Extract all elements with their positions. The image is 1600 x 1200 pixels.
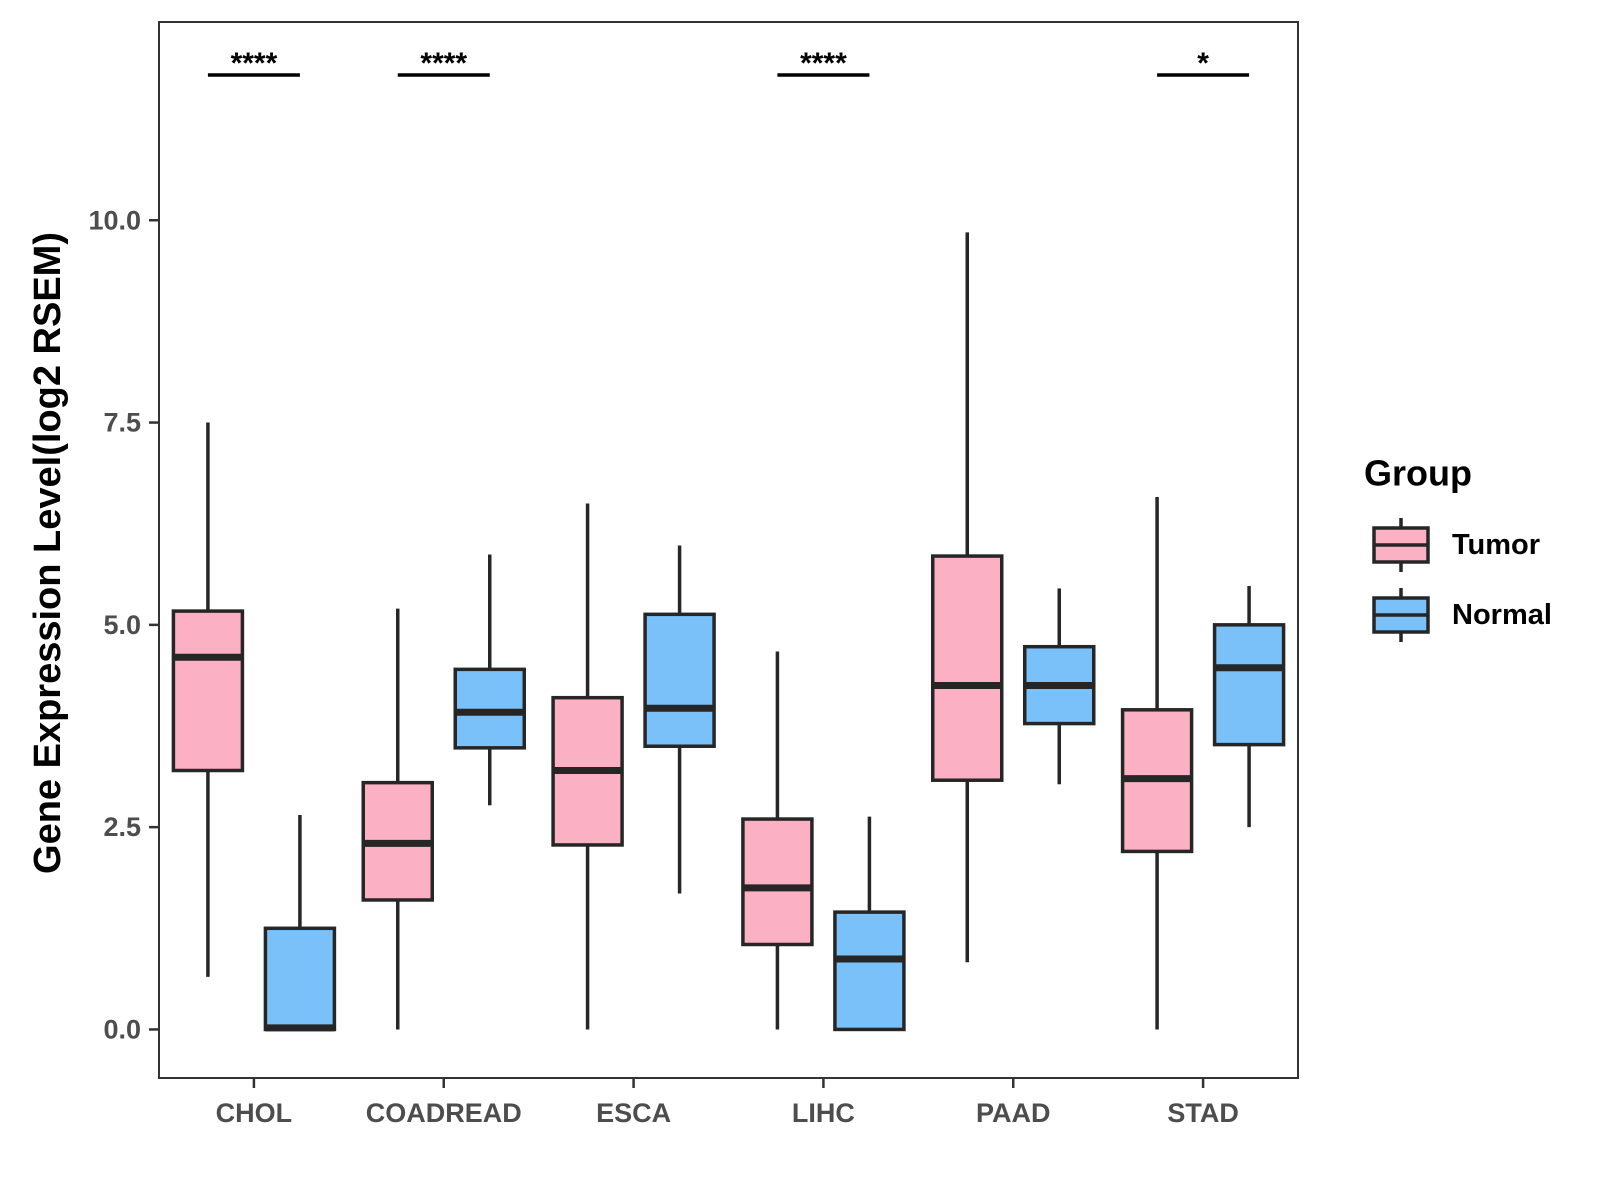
significance-label: * xyxy=(1197,47,1209,80)
legend: Group Tumor Normal xyxy=(1364,453,1552,642)
significance-lihc: **** xyxy=(777,47,870,80)
y-tick-label: 7.5 xyxy=(103,408,141,438)
significance-label: **** xyxy=(420,47,467,80)
box-normal-coadread xyxy=(453,554,526,806)
box-tumor-chol xyxy=(171,422,245,977)
box-normal-lihc xyxy=(833,816,906,1032)
significance-chol: **** xyxy=(207,47,300,80)
box-normal-paad xyxy=(1023,588,1096,785)
box-body xyxy=(931,554,1004,782)
significance-coadread: **** xyxy=(397,47,490,80)
x-tick-label: LIHC xyxy=(792,1098,855,1128)
y-tick-label: 10.0 xyxy=(88,205,141,235)
box-normal-esca xyxy=(643,545,716,894)
x-tick-label: ESCA xyxy=(596,1098,671,1128)
x-tick-label: PAAD xyxy=(976,1098,1051,1128)
box-body xyxy=(263,926,337,1032)
box-tumor-lihc xyxy=(741,651,814,1030)
legend-item-normal: Normal xyxy=(1372,588,1552,642)
box-body xyxy=(453,667,526,750)
box-tumor-esca xyxy=(551,503,624,1030)
y-axis: 0.0 2.5 5.0 7.5 10.0 xyxy=(88,205,159,1044)
x-tick-label: STAD xyxy=(1167,1098,1239,1128)
y-tick-label: 2.5 xyxy=(103,812,141,842)
box-normal-chol xyxy=(263,815,337,1032)
box-tumor-stad xyxy=(1120,496,1194,1030)
significance-layer: **** **** **** * xyxy=(207,47,1250,80)
boxes-layer xyxy=(171,232,1286,1032)
box-body xyxy=(643,612,716,748)
x-axis: CHOL COADREAD ESCA LIHC PAAD STAD xyxy=(216,1078,1239,1128)
box-tumor-paad xyxy=(931,232,1004,963)
y-tick-label: 0.0 xyxy=(103,1014,141,1044)
significance-label: **** xyxy=(800,47,847,80)
legend-title: Group xyxy=(1364,453,1472,494)
legend-item-tumor: Tumor xyxy=(1372,518,1540,572)
legend-label: Tumor xyxy=(1452,529,1540,561)
box-body xyxy=(171,609,245,773)
significance-stad: * xyxy=(1157,47,1250,80)
x-tick-label: CHOL xyxy=(216,1098,293,1128)
y-tick-label: 5.0 xyxy=(103,610,141,640)
significance-label: **** xyxy=(231,47,278,80)
box-body xyxy=(741,817,814,947)
box-tumor-coadread xyxy=(361,608,434,1030)
box-body xyxy=(833,910,906,1032)
box-body xyxy=(1212,623,1286,747)
x-tick-label: COADREAD xyxy=(366,1098,522,1128)
y-axis-title: Gene Expression Level(log2 RSEM) xyxy=(27,232,69,874)
plot-panel-border xyxy=(158,21,1299,1079)
box-normal-stad xyxy=(1212,586,1286,828)
legend-label: Normal xyxy=(1452,599,1552,631)
